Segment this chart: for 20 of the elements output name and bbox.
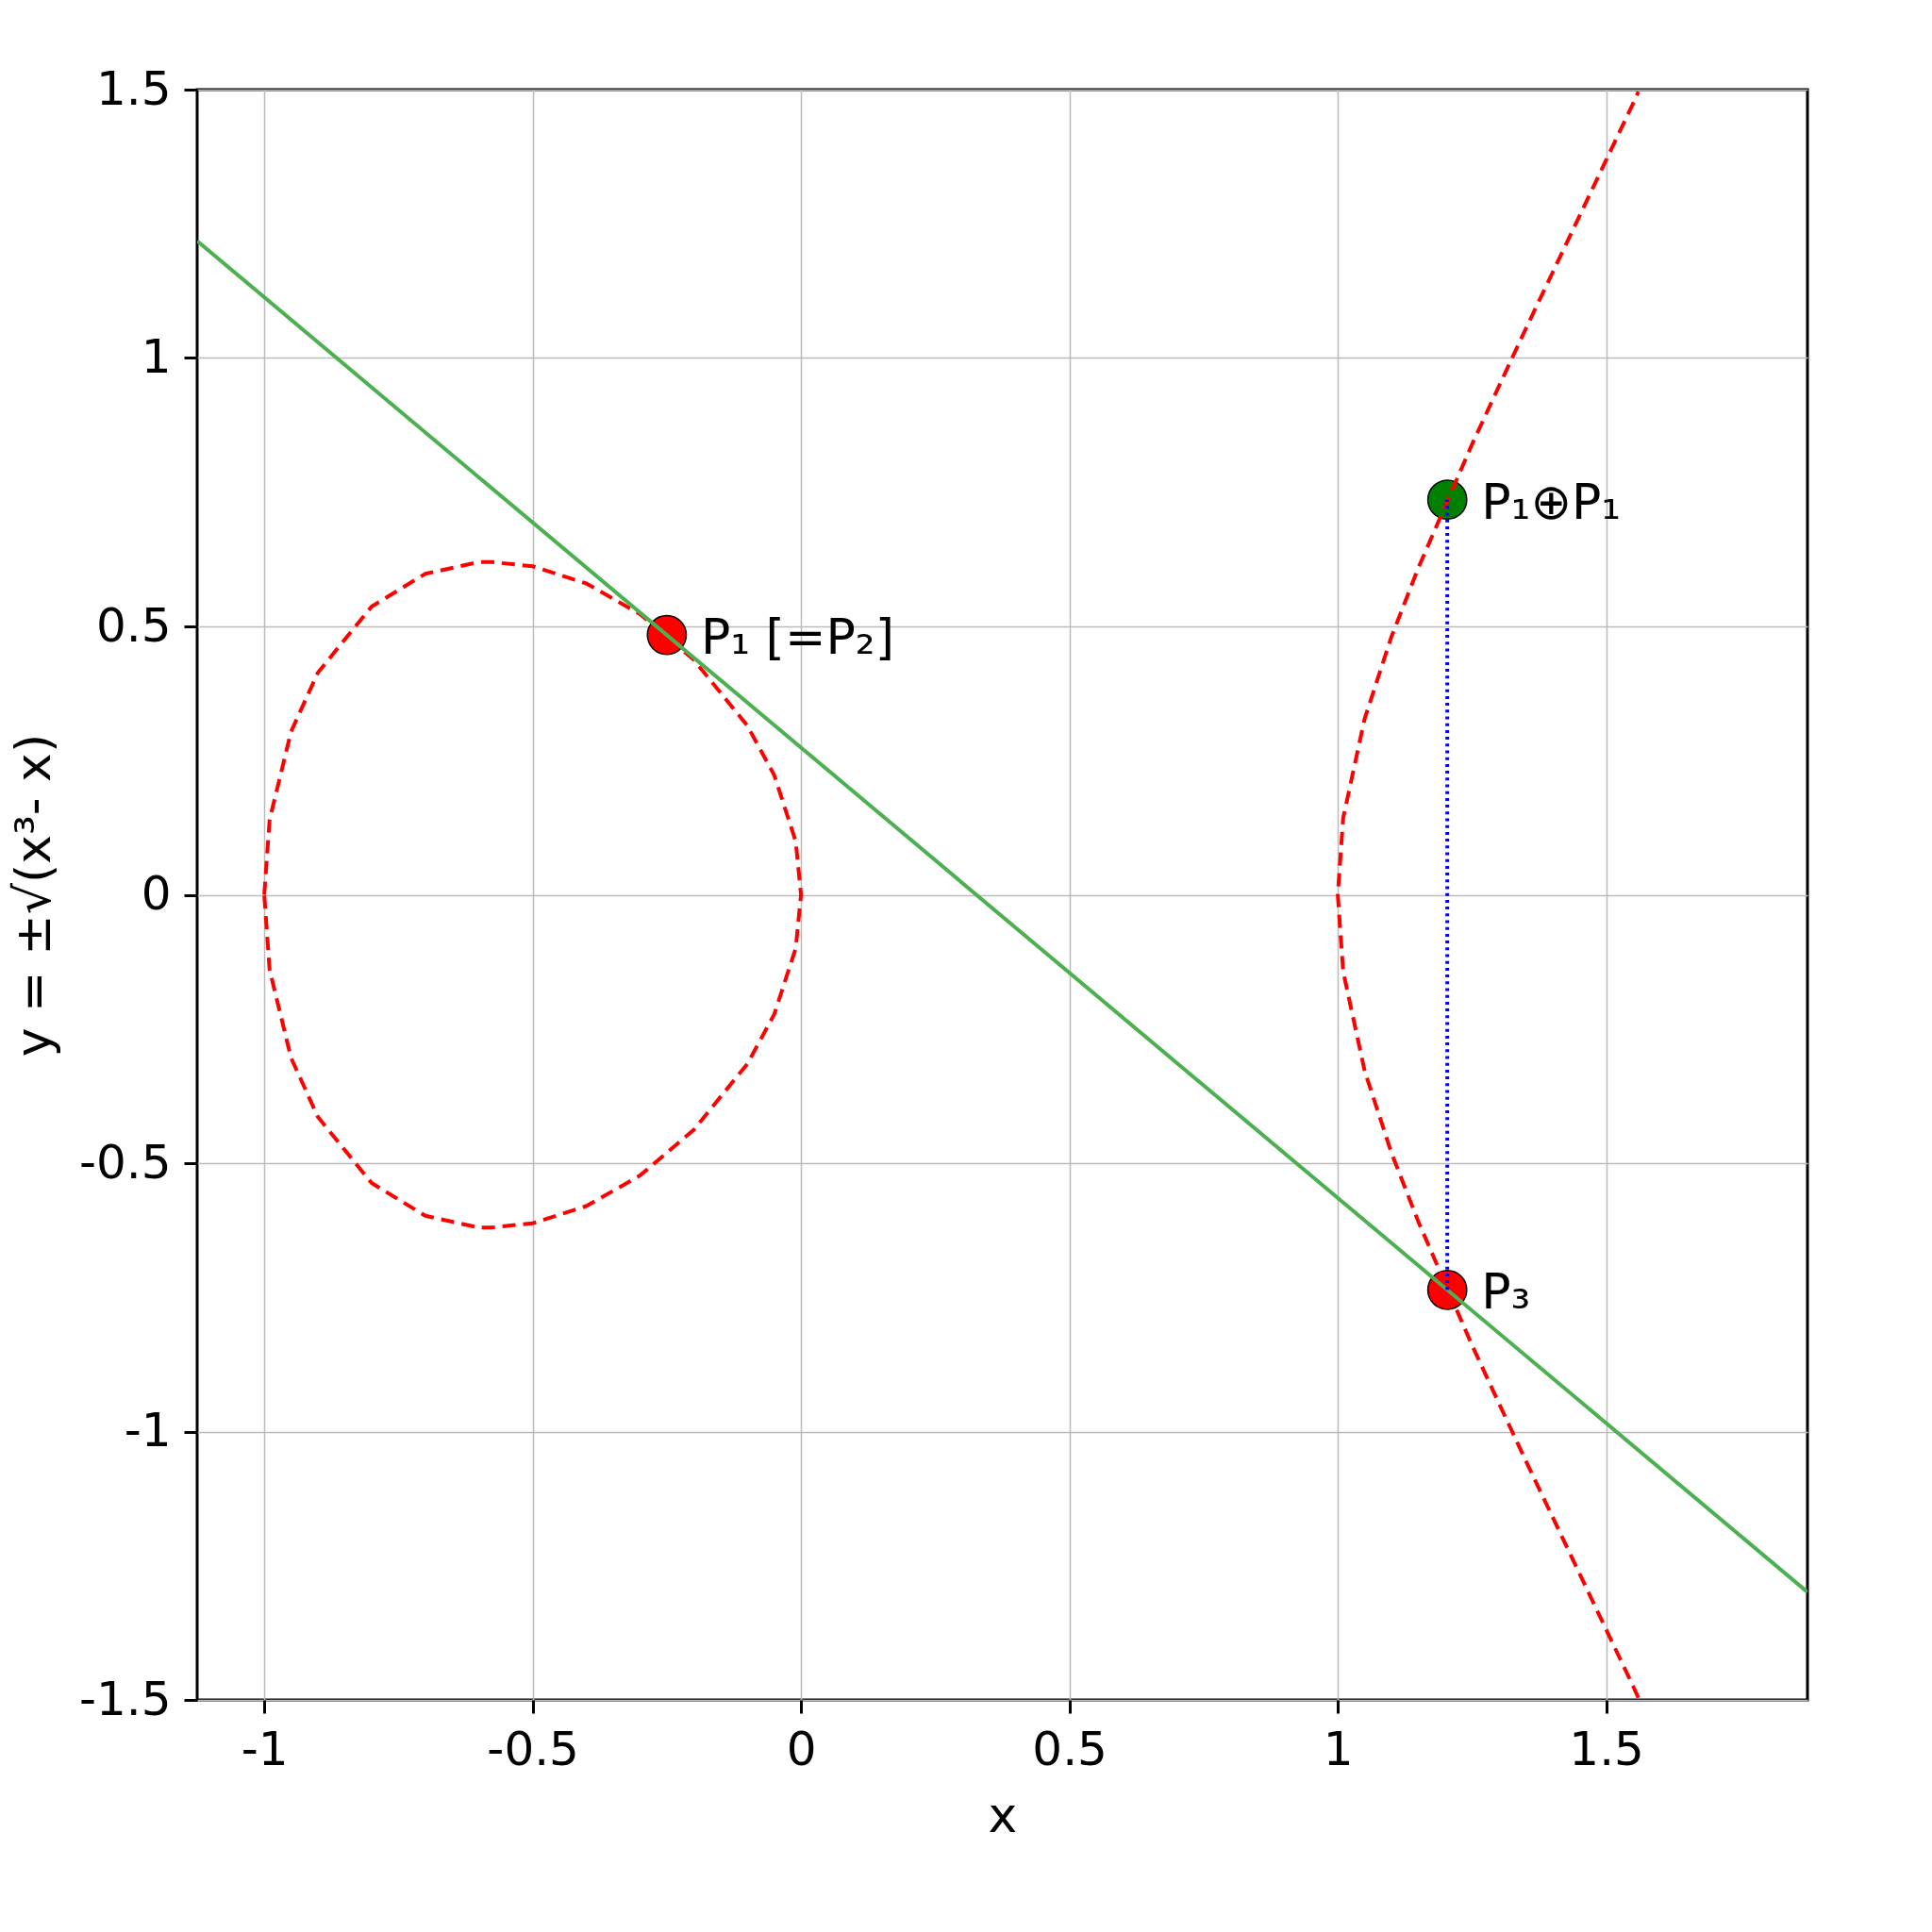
y-axis-title: y = ±√(x³- x) bbox=[4, 733, 61, 1058]
x-tick-label: 1 bbox=[1323, 1721, 1354, 1776]
point bbox=[1426, 479, 1468, 521]
y-tick-label: 0 bbox=[141, 866, 172, 921]
annotation: P₁⊕P₁ bbox=[1481, 473, 1622, 530]
x-tick-label: -0.5 bbox=[487, 1721, 579, 1776]
line-series bbox=[1336, 90, 1641, 1700]
annotation: P₁ [=P₂] bbox=[700, 608, 894, 666]
x-tick-label: 1.5 bbox=[1569, 1721, 1644, 1776]
y-tick-label: 0.5 bbox=[95, 597, 172, 653]
y-tick-label: -0.5 bbox=[78, 1134, 172, 1190]
y-tick-label: 1.5 bbox=[95, 60, 172, 116]
x-tick-label: 0.5 bbox=[1032, 1721, 1108, 1776]
annotation: P₃ bbox=[1481, 1263, 1531, 1321]
y-tick-label: -1 bbox=[124, 1403, 172, 1457]
x-tick-label: 0 bbox=[786, 1721, 817, 1776]
x-axis-title: x bbox=[988, 1786, 1018, 1843]
x-tick-label: -1 bbox=[241, 1721, 289, 1776]
y-tick-label: -1.5 bbox=[78, 1671, 172, 1726]
y-tick-label: 1 bbox=[141, 329, 172, 384]
